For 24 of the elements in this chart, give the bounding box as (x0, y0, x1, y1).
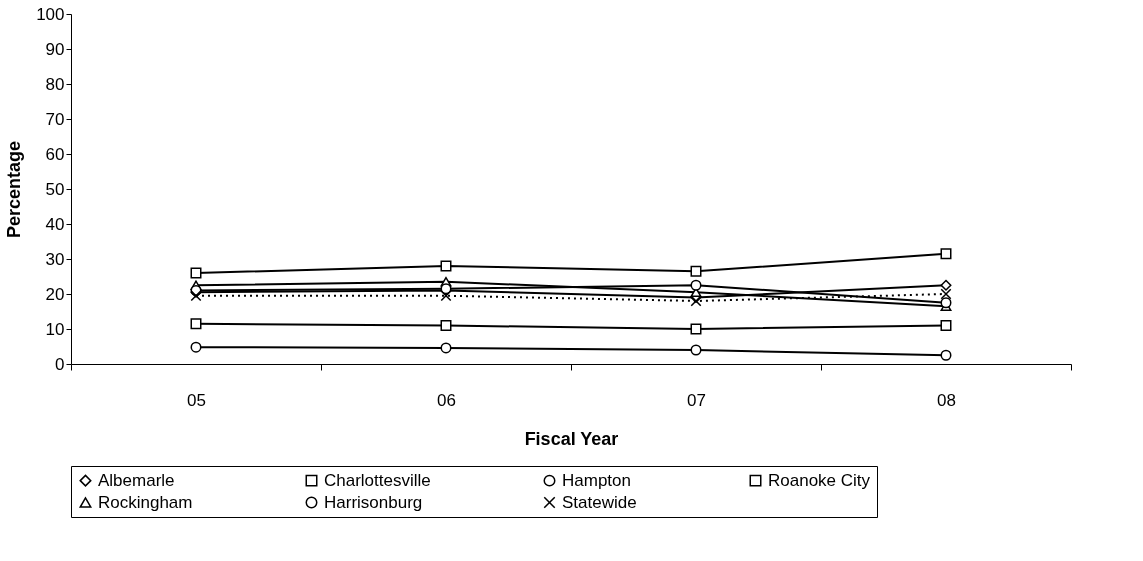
y-tick-label: 100 (36, 4, 65, 24)
legend-label: Statewide (562, 492, 637, 512)
legend-label: Hampton (562, 470, 631, 490)
y-tick-label: 0 (55, 354, 65, 374)
y-tick-label: 40 (45, 214, 65, 234)
x-tick-label: 07 (687, 390, 706, 410)
y-tick-label: 20 (45, 284, 65, 304)
y-tick-label: 80 (45, 74, 65, 94)
legend-label: Charlottesville (324, 470, 431, 490)
x-tick-label: 05 (187, 390, 206, 410)
y-tick-label: 90 (45, 39, 65, 59)
y-axis-title: Percentage (4, 140, 25, 239)
y-tick-label: 10 (45, 319, 65, 339)
x-tick-label: 08 (937, 390, 956, 410)
legend-label: Roanoke City (768, 470, 871, 490)
y-tick-label: 50 (45, 179, 65, 199)
x-tick-label: 06 (437, 390, 456, 410)
legend-label: Harrisonburg (324, 492, 423, 512)
legend-label: Albemarle (98, 470, 175, 490)
y-tick-label: 30 (45, 249, 65, 269)
y-tick-label: 70 (45, 109, 65, 129)
x-axis-title: Fiscal Year (524, 428, 619, 449)
y-tick-label: 60 (45, 144, 65, 164)
legend-label: Rockingham (98, 492, 193, 512)
